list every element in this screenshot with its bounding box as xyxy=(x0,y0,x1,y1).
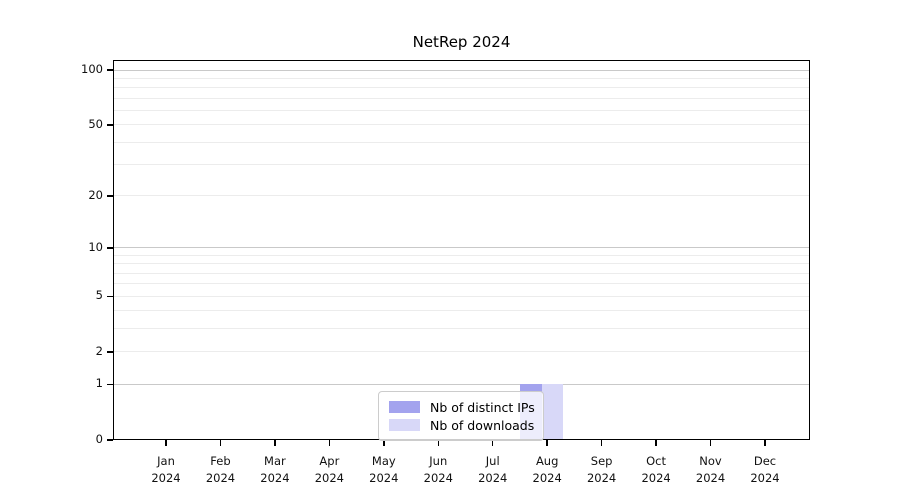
y-gridline-minor xyxy=(114,310,809,312)
legend-item-distinct-ips: Nb of distinct IPs xyxy=(389,398,535,416)
x-axis-tick-label: Jun 2024 xyxy=(423,454,453,485)
plot-area xyxy=(113,60,810,440)
x-axis-tick xyxy=(383,440,385,446)
x-axis-tick-label: Feb 2024 xyxy=(205,454,236,485)
x-axis-tick-label: Oct 2024 xyxy=(641,454,671,485)
x-axis-tick xyxy=(491,440,494,446)
x-axis-tick-label: Jan 2024 xyxy=(151,454,181,485)
y-gridline-minor xyxy=(114,351,809,353)
y-gridline-minor xyxy=(114,263,809,265)
legend-label-downloads: Nb of downloads xyxy=(430,417,535,433)
y-axis-tick xyxy=(106,195,113,197)
x-axis-tick-label: Dec 2024 xyxy=(750,454,780,485)
legend-item-downloads: Nb of downloads xyxy=(389,416,535,434)
legend: Nb of distinct IPs Nb of downloads xyxy=(378,391,544,441)
y-axis-tick xyxy=(106,439,113,441)
y-gridline-major xyxy=(114,383,809,385)
y-gridline-minor xyxy=(114,328,809,330)
x-axis-tick-label: Aug 2024 xyxy=(532,454,562,485)
y-gridline-major xyxy=(114,69,809,71)
legend-label-distinct-ips: Nb of distinct IPs xyxy=(430,399,535,415)
y-gridline-major xyxy=(114,247,809,249)
x-axis-tick xyxy=(165,440,167,446)
x-axis-tick xyxy=(655,440,657,446)
y-axis-tick-label: 2 xyxy=(95,343,103,358)
y-gridline-minor xyxy=(114,124,809,126)
x-axis-tick xyxy=(219,440,222,446)
y-axis-tick-label: 1 xyxy=(95,376,103,391)
x-axis-tick xyxy=(328,440,331,446)
x-axis-tick xyxy=(546,440,548,446)
x-axis-tick-label: Jul 2024 xyxy=(478,454,508,485)
y-axis-tick-label: 10 xyxy=(88,239,103,254)
y-gridline-minor xyxy=(114,164,809,166)
y-axis-tick-label: 100 xyxy=(81,62,103,76)
y-axis-tick xyxy=(106,295,113,298)
legend-swatch-downloads-icon xyxy=(389,419,420,431)
y-gridline-minor xyxy=(114,272,809,274)
y-axis-tick xyxy=(106,247,113,249)
x-axis-tick-label: Nov 2024 xyxy=(695,454,726,485)
y-gridline-minor xyxy=(114,254,809,256)
x-axis-tick xyxy=(437,440,440,446)
y-gridline-minor xyxy=(114,295,809,297)
x-axis-tick xyxy=(764,440,766,446)
y-axis-tick xyxy=(106,124,113,126)
y-axis-tick-label: 20 xyxy=(88,187,103,202)
x-axis-tick-label: Sep 2024 xyxy=(586,454,617,485)
y-gridline-minor xyxy=(114,141,809,143)
bar-downloads xyxy=(541,383,564,440)
y-gridline-minor xyxy=(114,109,809,111)
y-axis-tick-label: 5 xyxy=(95,288,103,303)
chart-title: NetRep 2024 xyxy=(412,33,511,51)
y-axis-tick xyxy=(106,383,113,386)
y-gridline-minor xyxy=(114,195,809,197)
y-axis-tick xyxy=(106,351,113,353)
x-axis-tick-label: Mar 2024 xyxy=(260,454,290,485)
x-axis-tick-label: Apr 2024 xyxy=(314,454,344,485)
y-gridline-minor xyxy=(114,87,809,89)
x-axis-tick xyxy=(600,440,603,446)
x-axis-tick-label: May 2024 xyxy=(369,454,399,485)
x-axis-tick xyxy=(274,440,276,446)
x-axis-tick xyxy=(709,440,712,446)
y-gridline-minor xyxy=(114,97,809,99)
y-gridline-minor xyxy=(114,77,809,79)
legend-swatch-distinct-ips-icon xyxy=(389,401,420,413)
y-axis-tick-label: 0 xyxy=(95,432,103,446)
y-gridline-minor xyxy=(114,283,809,285)
y-axis-tick xyxy=(106,69,113,71)
y-axis-tick-label: 50 xyxy=(88,116,103,131)
